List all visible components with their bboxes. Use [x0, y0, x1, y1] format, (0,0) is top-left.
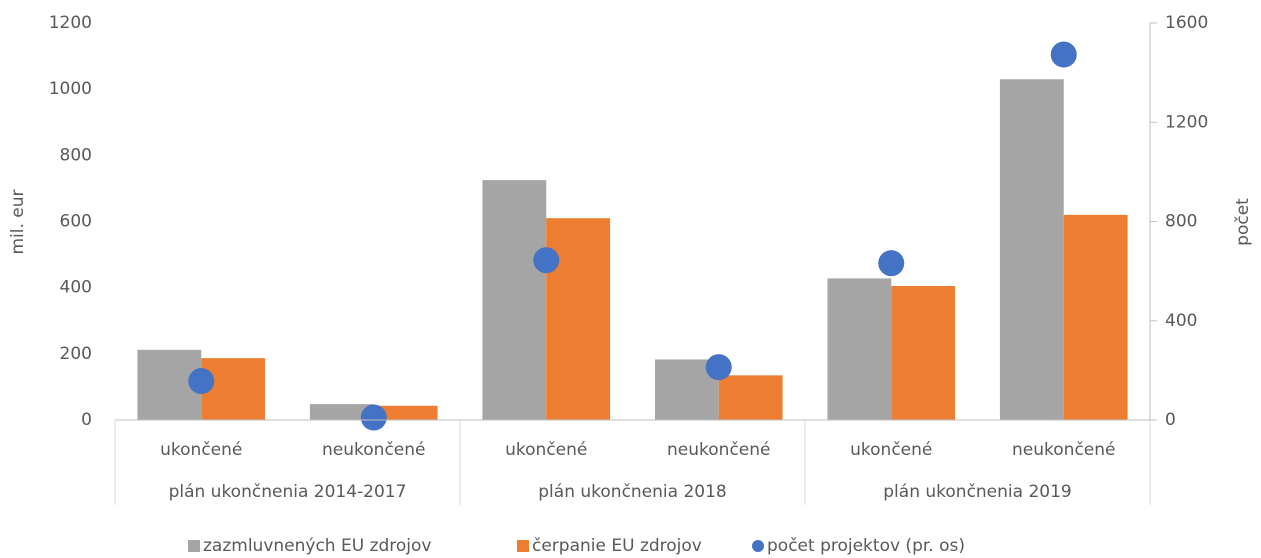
x-tick-label: neukončené [1012, 440, 1115, 460]
y-tick-label: 600 [60, 212, 92, 232]
legend-label: čerpanie EU zdrojov [532, 536, 702, 556]
legend-swatch [752, 540, 764, 552]
x-tick-label: ukončené [850, 440, 932, 460]
y-tick-label: 800 [60, 145, 92, 165]
bar [827, 278, 892, 420]
group-label: plán ukončnenia 2019 [883, 482, 1071, 502]
dot [360, 404, 387, 431]
legend-swatch [517, 540, 529, 552]
group-label: plán ukončnenia 2014-2017 [169, 482, 407, 502]
group-label: plán ukončnenia 2018 [538, 482, 726, 502]
dot [188, 368, 215, 395]
bar [718, 375, 783, 420]
dot [878, 250, 905, 277]
legend-label: počet projektov (pr. os) [767, 536, 965, 556]
bar [546, 218, 611, 420]
y2-tick-label: 0 [1165, 410, 1176, 430]
legend-swatch [188, 540, 200, 552]
dot [533, 247, 560, 274]
x-tick-label: ukončené [160, 440, 242, 460]
y2-tick-label: 800 [1165, 212, 1197, 232]
y-tick-label: 1000 [49, 79, 92, 99]
bar [891, 286, 956, 420]
bar [482, 180, 547, 420]
y-tick-label: 200 [60, 344, 92, 364]
y2-tick-label: 1600 [1165, 13, 1208, 33]
legend-label: zazmluvnených EU zdrojov [203, 536, 431, 556]
y2-tick-label: 1200 [1165, 112, 1208, 132]
x-tick-label: neukončené [667, 440, 770, 460]
y2-axis-label: počet [1233, 198, 1253, 246]
dot [1050, 41, 1077, 68]
bar [201, 358, 266, 420]
dot [705, 354, 732, 381]
y-tick-label: 400 [60, 278, 92, 298]
y2-tick-label: 400 [1165, 311, 1197, 331]
bar [1063, 214, 1128, 420]
bar [999, 79, 1064, 420]
x-tick-label: neukončené [322, 440, 425, 460]
x-tick-label: ukončené [505, 440, 587, 460]
y-axis-label: mil. eur [8, 189, 28, 254]
bar [309, 404, 374, 420]
y-tick-label: 1200 [49, 13, 92, 33]
bar [373, 405, 438, 420]
y-tick-label: 0 [81, 410, 92, 430]
